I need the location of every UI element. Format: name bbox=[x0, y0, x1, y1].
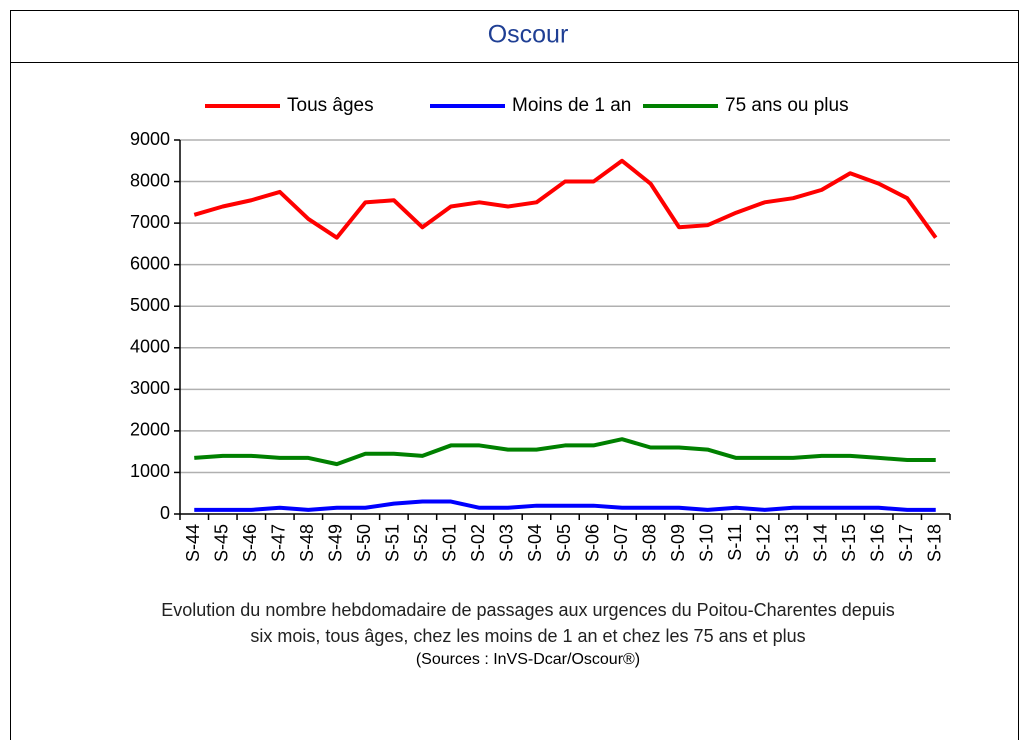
x-tick-label: S-14 bbox=[810, 524, 830, 562]
x-tick-label: S-07 bbox=[611, 524, 631, 562]
x-tick-label: S-47 bbox=[269, 524, 289, 562]
x-tick-label: S-44 bbox=[183, 524, 203, 562]
caption: Evolution du nombre hebdomadaire de pass… bbox=[161, 600, 894, 620]
x-tick-label: S-15 bbox=[839, 524, 859, 562]
legend-label: Moins de 1 an bbox=[512, 95, 631, 116]
legend-label: Tous âges bbox=[287, 95, 374, 116]
x-tick-label: S-06 bbox=[582, 524, 602, 562]
header-title: Oscour bbox=[488, 21, 569, 49]
x-tick-label: S-11 bbox=[725, 524, 745, 561]
x-tick-label: S-48 bbox=[297, 524, 317, 562]
legend-label: 75 ans ou plus bbox=[725, 95, 849, 116]
y-tick-label: 6000 bbox=[130, 253, 170, 273]
x-tick-label: S-04 bbox=[525, 524, 545, 562]
x-tick-label: S-13 bbox=[782, 524, 802, 562]
series-line bbox=[193, 158, 938, 240]
x-tick-label: S-01 bbox=[440, 524, 460, 562]
x-tick-label: S-02 bbox=[468, 524, 488, 562]
y-tick-label: 8000 bbox=[130, 170, 170, 190]
x-tick-label: S-09 bbox=[668, 524, 688, 562]
source: (Sources : InVS-Dcar/Oscour®) bbox=[416, 651, 640, 668]
x-tick-label: S-12 bbox=[753, 524, 773, 562]
y-tick-label: 5000 bbox=[130, 295, 170, 315]
y-tick-label: 1000 bbox=[130, 461, 170, 481]
y-tick-label: 0 bbox=[160, 503, 170, 523]
series-line bbox=[194, 437, 936, 467]
y-tick-label: 4000 bbox=[130, 337, 170, 357]
x-tick-label: S-10 bbox=[696, 524, 716, 562]
y-tick-label: 2000 bbox=[130, 420, 170, 440]
series-line bbox=[194, 499, 936, 512]
x-tick-label: S-08 bbox=[639, 524, 659, 562]
x-tick-label: S-45 bbox=[212, 524, 232, 562]
frame bbox=[10, 10, 1019, 745]
x-tick-label: S-16 bbox=[867, 524, 887, 562]
x-tick-label: S-51 bbox=[383, 524, 403, 562]
x-tick-label: S-52 bbox=[411, 524, 431, 562]
x-tick-label: S-49 bbox=[326, 524, 346, 562]
y-tick-label: 7000 bbox=[130, 212, 170, 232]
x-tick-label: S-46 bbox=[240, 524, 260, 562]
x-tick-label: S-50 bbox=[354, 524, 374, 562]
x-tick-label: S-03 bbox=[497, 524, 517, 562]
y-tick-label: 9000 bbox=[130, 129, 170, 149]
x-tick-label: S-18 bbox=[924, 524, 944, 562]
y-tick-label: 3000 bbox=[130, 378, 170, 398]
x-tick-label: S-17 bbox=[896, 524, 916, 562]
x-tick-label: S-05 bbox=[554, 524, 574, 562]
caption: six mois, tous âges, chez les moins de 1… bbox=[250, 626, 805, 646]
